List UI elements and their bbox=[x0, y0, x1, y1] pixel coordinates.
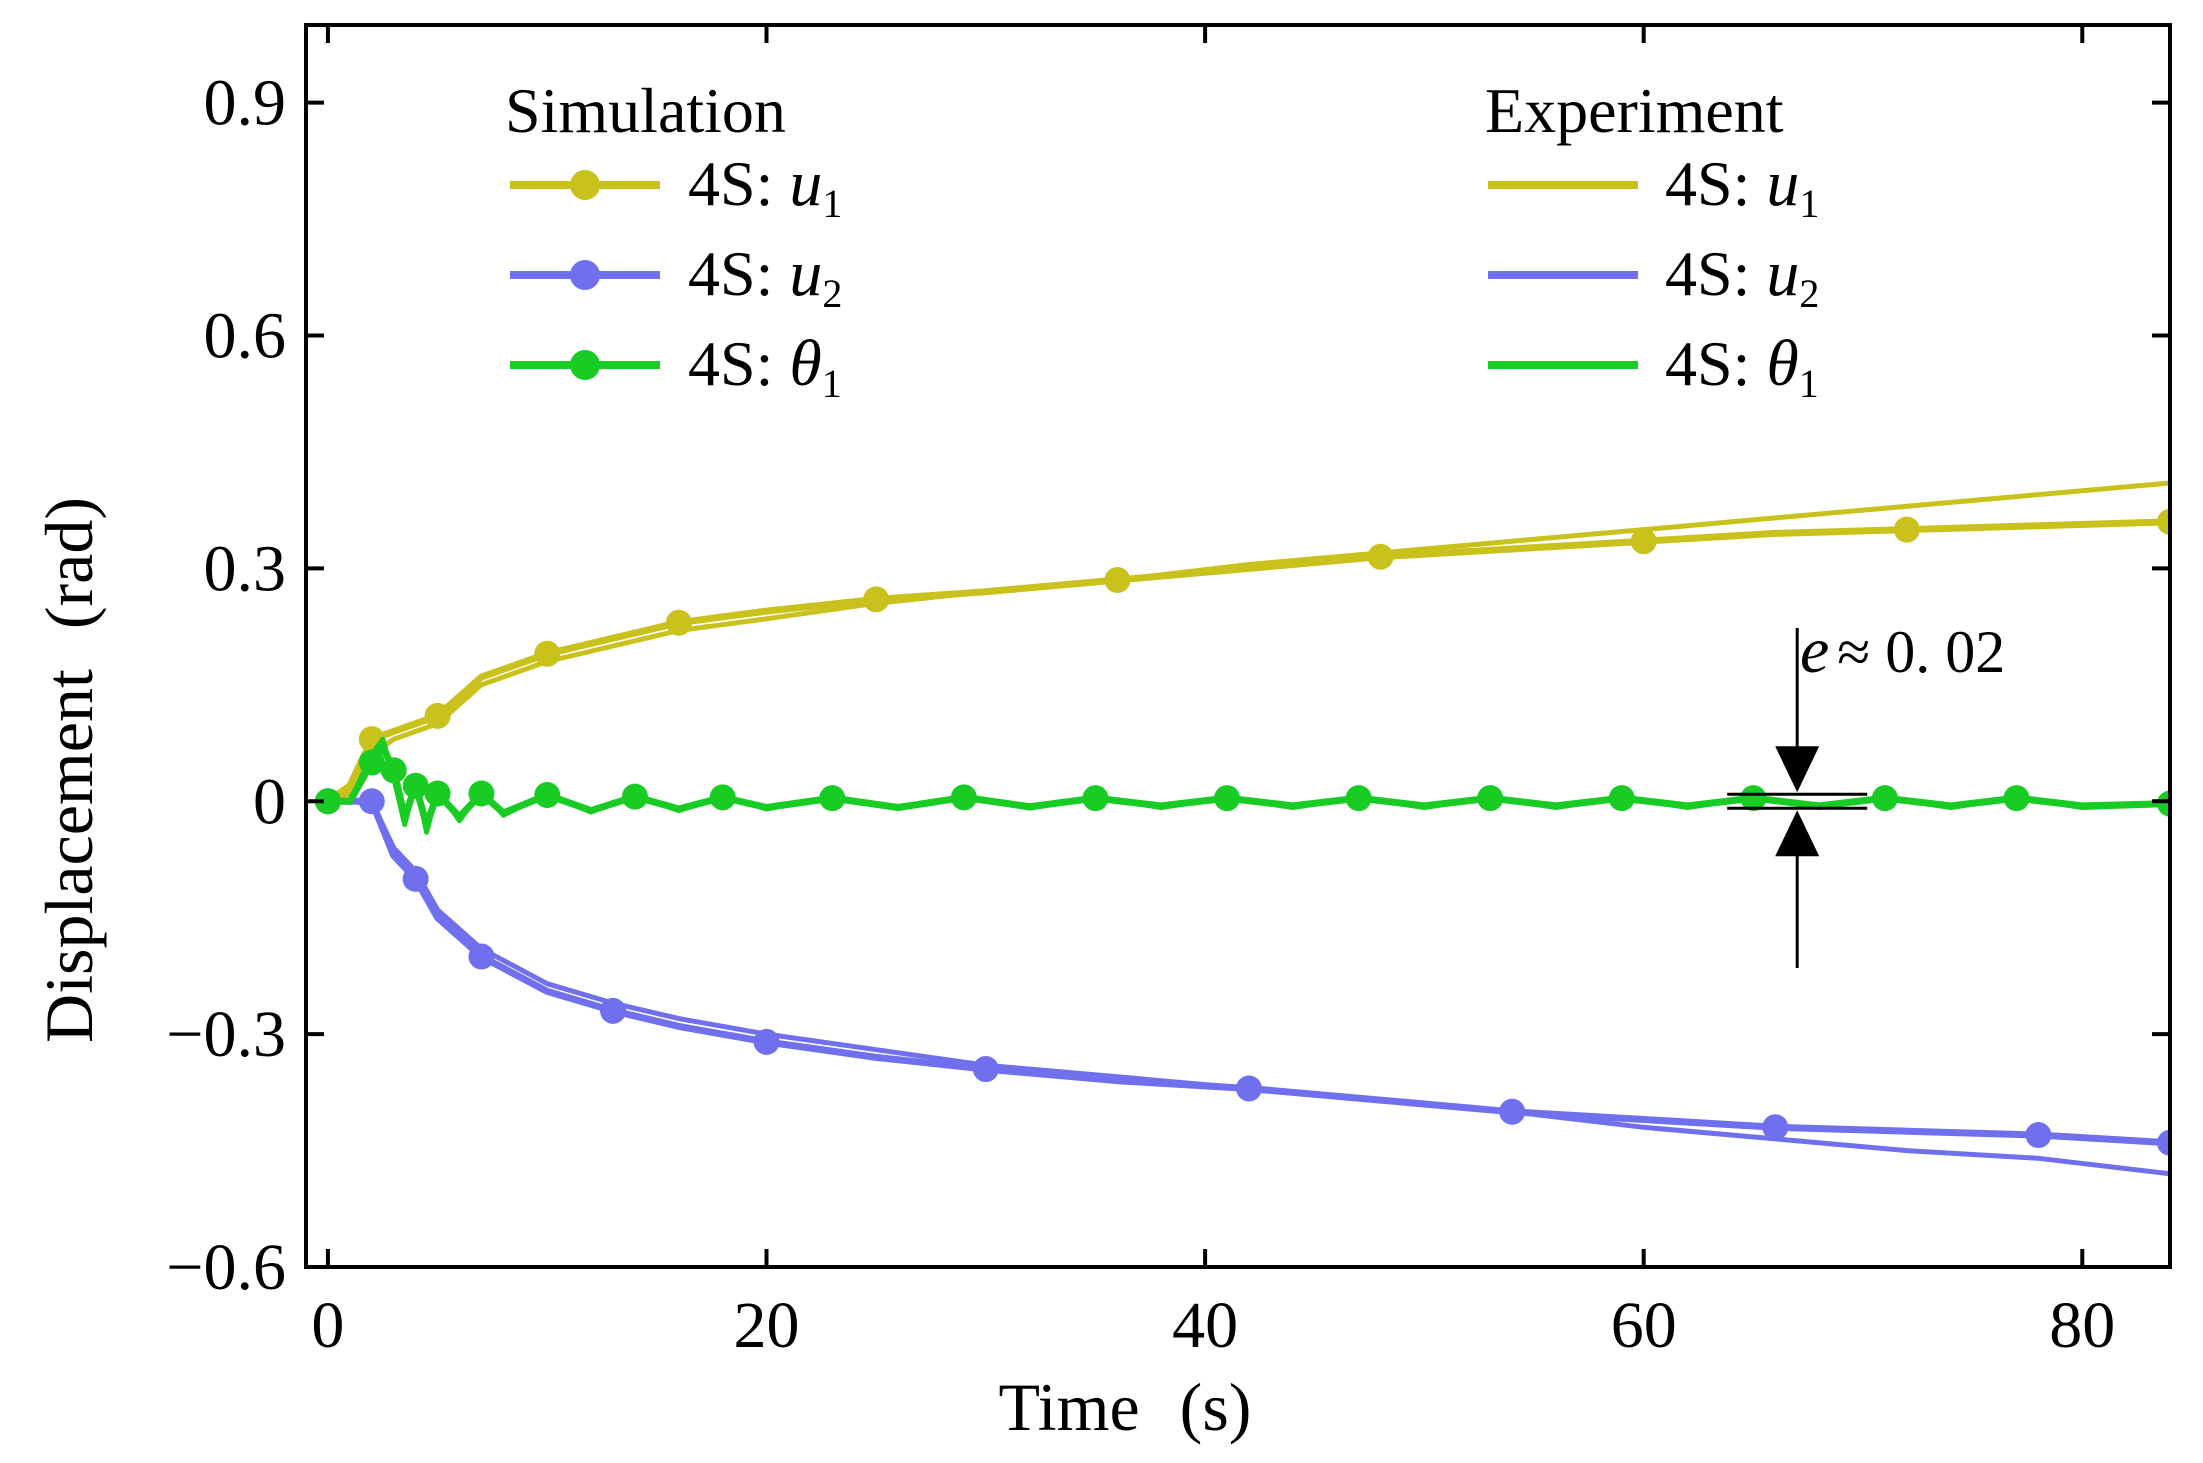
legend-simulation: Simulation 4S: u1 4S: u2 4S: θ1 bbox=[505, 75, 842, 406]
y-tick-label: 0.3 bbox=[204, 532, 287, 605]
legend-marker bbox=[570, 350, 600, 380]
y-tick-label: 0.6 bbox=[204, 300, 287, 373]
data-point bbox=[2157, 1129, 2170, 1156]
legend-label: 4S: u1 bbox=[1665, 147, 1819, 226]
y-tick-label: −0.3 bbox=[166, 998, 286, 1071]
series-experiment-u2 bbox=[325, 798, 2170, 1177]
series-line bbox=[325, 480, 2170, 804]
plot-frame bbox=[304, 23, 2172, 1269]
data-point bbox=[1893, 516, 1920, 543]
legend-entry-theta1: 4S: θ1 bbox=[1488, 327, 1819, 406]
data-point bbox=[863, 586, 890, 613]
data-point bbox=[1762, 1114, 1789, 1141]
legend-entry-theta1: 4S: θ1 bbox=[510, 327, 842, 406]
data-point bbox=[972, 1056, 999, 1083]
error-arrow-head-top bbox=[1775, 746, 1820, 793]
legend-entry-u2: 4S: u2 bbox=[1488, 237, 1819, 316]
legend-simulation-header: Simulation bbox=[505, 75, 786, 146]
error-annotation-label: e ≈ 0. 02 bbox=[1800, 614, 2005, 687]
series-experiment-u1 bbox=[325, 480, 2170, 804]
legend-label: 4S: u2 bbox=[1665, 237, 1819, 316]
y-tick-label: −0.6 bbox=[166, 1231, 286, 1304]
legend-label: 4S: u2 bbox=[688, 237, 842, 316]
legend-entry-u1: 4S: u1 bbox=[1488, 147, 1819, 226]
legend-experiment-header: Experiment bbox=[1485, 75, 1784, 146]
x-tick-label: 20 bbox=[734, 1289, 800, 1362]
legend-label: 4S: θ1 bbox=[1665, 327, 1819, 406]
data-point bbox=[2157, 508, 2170, 535]
data-point bbox=[1630, 528, 1657, 555]
data-point bbox=[2025, 1122, 2052, 1149]
legend-marker bbox=[570, 170, 600, 200]
data-point bbox=[424, 702, 451, 729]
legend-marker bbox=[570, 260, 600, 290]
ticks-layer: 0 20 40 60 80 −0.6 −0.3 0 0.3 0.6 0.9 bbox=[166, 25, 2170, 1362]
x-tick-label: 0 bbox=[311, 1289, 344, 1362]
series-layer bbox=[314, 480, 2170, 1177]
series-simulation-u2 bbox=[314, 788, 2170, 1156]
legend-entry-u2: 4S: u2 bbox=[510, 237, 842, 316]
x-axis-title: Time (s) bbox=[999, 1369, 1252, 1445]
x-tick-label: 60 bbox=[1611, 1289, 1677, 1362]
series-experiment-theta1 bbox=[325, 736, 2170, 835]
error-annotation: e ≈ 0. 02 bbox=[1727, 614, 2005, 968]
y-tick-label: 0 bbox=[253, 765, 286, 838]
error-arrow-head-bottom bbox=[1775, 810, 1820, 857]
x-tick-label: 80 bbox=[2049, 1289, 2115, 1362]
data-point bbox=[1367, 543, 1394, 570]
y-axis-title: Displacement(rad) bbox=[31, 497, 107, 1043]
legend-label: 4S: θ1 bbox=[688, 327, 842, 406]
series-line bbox=[324, 797, 2170, 1147]
legend-entry-u1: 4S: u1 bbox=[510, 147, 842, 226]
series-line bbox=[324, 743, 2170, 828]
series-line bbox=[325, 798, 2170, 1177]
y-tick-label: 0.9 bbox=[204, 67, 287, 140]
legend-experiment: Experiment 4S: u1 4S: u2 4S: θ1 bbox=[1485, 75, 1819, 406]
series-line bbox=[325, 736, 2170, 835]
x-tick-label: 40 bbox=[1172, 1289, 1238, 1362]
legend-label: 4S: u1 bbox=[688, 147, 842, 226]
